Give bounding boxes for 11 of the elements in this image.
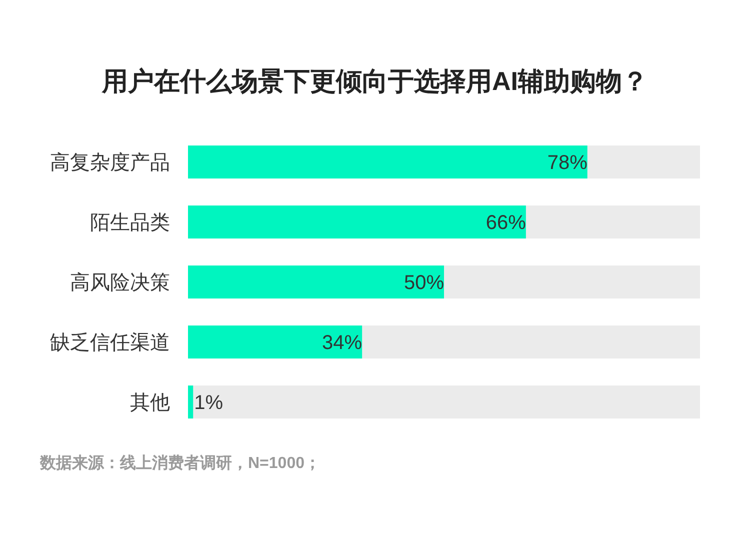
- data-label: 34%: [322, 332, 362, 354]
- y-tick-label: 缺乏信任渠道: [50, 332, 170, 354]
- title: 用户在什么场景下更倾向于选择用AI辅助购物？: [102, 66, 648, 96]
- y-tick-label: 高风险决策: [70, 271, 170, 294]
- data-label: 66%: [486, 212, 526, 234]
- data-label: 1%: [194, 392, 224, 414]
- y-tick-label: 其他: [130, 392, 170, 414]
- data-label: 78%: [547, 152, 588, 174]
- data-label: 50%: [404, 272, 444, 294]
- y-tick-label: 高复杂度产品: [50, 151, 170, 174]
- y-tick-label: 陌生品类: [90, 212, 170, 234]
